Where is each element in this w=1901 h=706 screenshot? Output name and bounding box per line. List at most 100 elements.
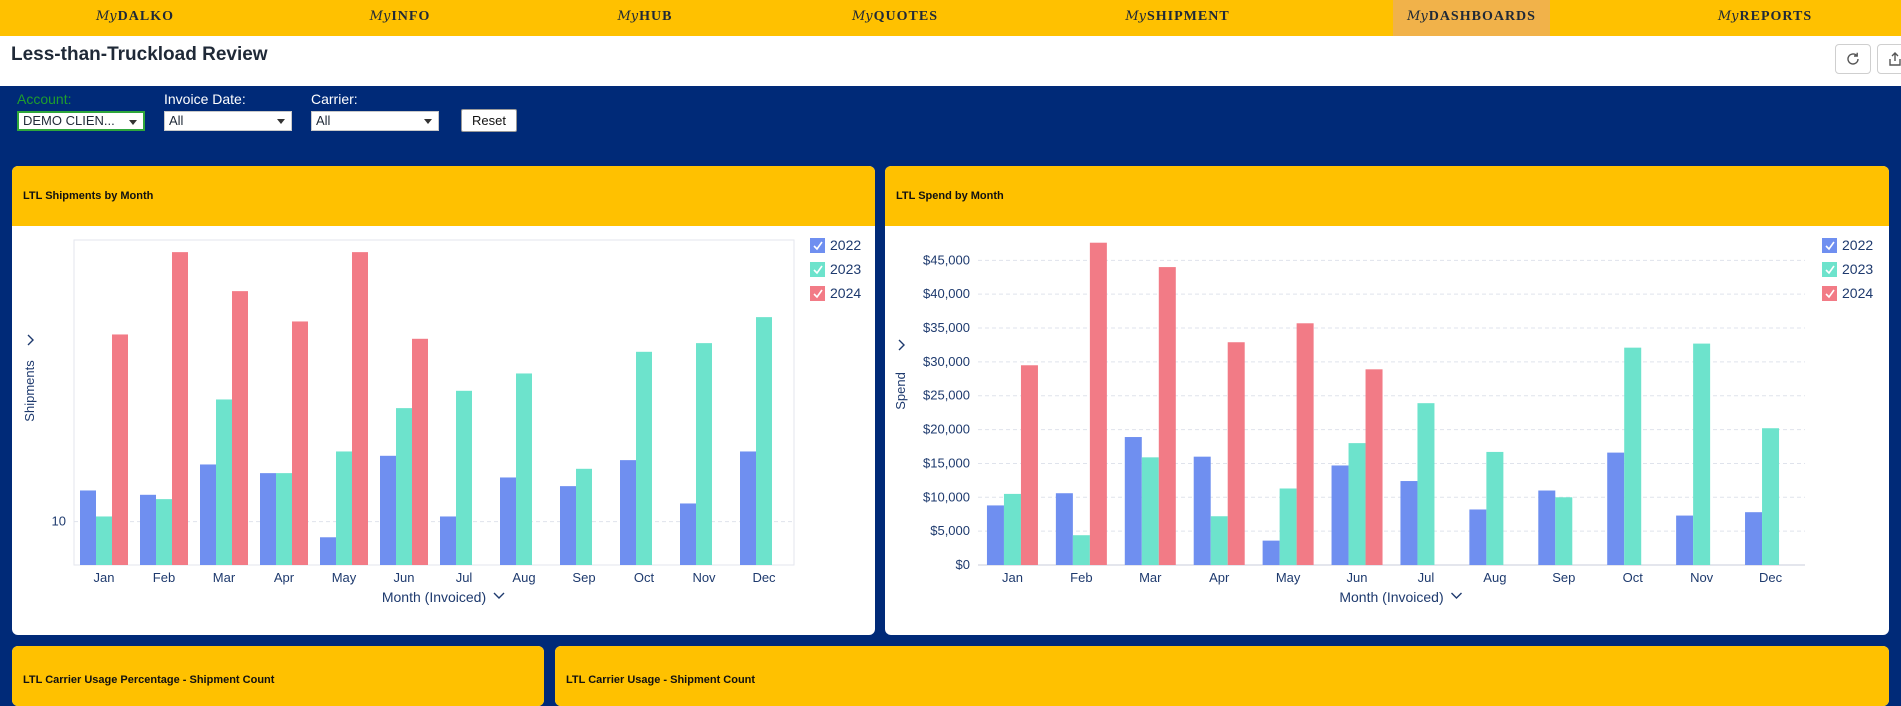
nav-item-reports[interactable]: MyREPORTS (1665, 0, 1865, 36)
bar-2023-jul[interactable] (456, 390, 472, 565)
page-header: Less-than-Truckload Review (0, 36, 1901, 86)
bar-2024-apr[interactable] (1227, 342, 1245, 565)
carrier-select[interactable]: All (311, 111, 439, 131)
x-tick-label: Apr (274, 570, 295, 585)
bar-2024-apr[interactable] (292, 321, 308, 565)
chevron-right-icon[interactable] (898, 339, 905, 351)
bar-2022-oct[interactable] (1607, 452, 1625, 565)
bar-2023-may[interactable] (336, 451, 352, 565)
legend-item-2022[interactable]: 2022 (1822, 237, 1873, 253)
bar-2022-aug[interactable] (1469, 509, 1487, 565)
account-select[interactable]: DEMO CLIEN... (17, 111, 145, 131)
legend-item-2024[interactable]: 2024 (1822, 285, 1873, 301)
legend-checkbox[interactable] (1822, 286, 1837, 301)
nav-item-hub[interactable]: MyHUB (560, 0, 730, 36)
invoice-date-select[interactable]: All (164, 111, 292, 131)
bar-2022-jul[interactable] (1400, 481, 1418, 565)
bar-2022-aug[interactable] (500, 477, 516, 565)
bar-2023-mar[interactable] (216, 399, 232, 565)
legend-checkbox[interactable] (810, 238, 825, 253)
bar-2023-mar[interactable] (1141, 457, 1159, 565)
x-tick-label: Feb (153, 570, 175, 585)
share-button[interactable] (1877, 44, 1901, 74)
bar-2022-jun[interactable] (1331, 465, 1349, 565)
reset-button[interactable]: Reset (461, 109, 517, 132)
bar-2022-mar[interactable] (200, 464, 216, 565)
nav-item-dashboards[interactable]: MyDASHBOARDS (1393, 0, 1550, 36)
legend-checkbox[interactable] (810, 286, 825, 301)
nav-item-label: REPORTS (1739, 9, 1813, 24)
bar-2022-mar[interactable] (1124, 437, 1142, 565)
bar-2023-feb[interactable] (156, 499, 172, 565)
bar-2023-nov[interactable] (1693, 343, 1711, 565)
bar-2024-mar[interactable] (1158, 267, 1176, 565)
bar-2023-oct[interactable] (636, 351, 652, 565)
legend-item-2023[interactable]: 2023 (810, 261, 861, 277)
bar-2022-may[interactable] (1262, 540, 1280, 565)
bar-2024-may[interactable] (352, 252, 368, 565)
shipments-panel: LTL Shipments by Month 10 Jan Feb Mar Apr May… (12, 166, 875, 635)
bar-2022-oct[interactable] (620, 460, 636, 565)
bar-2024-mar[interactable] (232, 291, 248, 565)
bar-2023-jul[interactable] (1417, 403, 1435, 565)
bar-2023-jun[interactable] (1348, 443, 1366, 565)
bar-2023-jun[interactable] (396, 408, 412, 565)
legend-item-2024[interactable]: 2024 (810, 285, 861, 301)
chevron-down-icon[interactable] (1451, 592, 1462, 599)
x-tick-label: Dec (752, 570, 776, 585)
bar-2022-may[interactable] (320, 537, 336, 565)
bar-2024-jan[interactable] (112, 334, 128, 565)
bar-2022-jul[interactable] (440, 516, 456, 565)
bar-2022-dec[interactable] (1745, 512, 1763, 565)
nav-item-dalko[interactable]: MyDALKO (50, 0, 220, 36)
nav-item-info[interactable]: MyINFO (290, 0, 510, 36)
bar-2022-jan[interactable] (80, 490, 96, 565)
bar-2023-oct[interactable] (1624, 347, 1642, 565)
legend-checkbox[interactable] (1822, 238, 1837, 253)
bar-2023-sep[interactable] (1555, 497, 1573, 565)
bar-2024-jun[interactable] (1365, 369, 1383, 565)
x-tick-label: Jun (394, 570, 415, 585)
bar-2023-jan[interactable] (96, 516, 112, 565)
legend-checkbox[interactable] (810, 262, 825, 277)
bar-2023-apr[interactable] (276, 473, 292, 565)
bar-2024-feb[interactable] (172, 252, 188, 565)
chevron-right-icon[interactable] (27, 334, 34, 346)
x-tick-label: Feb (1070, 570, 1092, 585)
chevron-down-icon[interactable] (493, 592, 505, 599)
bar-2022-feb[interactable] (140, 494, 156, 565)
bar-2024-may[interactable] (1296, 323, 1314, 565)
bar-2023-jan[interactable] (1003, 493, 1021, 565)
nav-item-shipment[interactable]: MySHIPMENT (1065, 0, 1290, 36)
bar-2024-jun[interactable] (412, 338, 428, 565)
legend-item-2022[interactable]: 2022 (810, 237, 861, 253)
bar-2023-feb[interactable] (1072, 535, 1090, 565)
bar-2023-dec[interactable] (1762, 428, 1780, 565)
bar-2022-sep[interactable] (1538, 490, 1556, 565)
bar-2024-feb[interactable] (1089, 242, 1107, 566)
bar-2022-nov[interactable] (680, 503, 696, 565)
bar-2023-apr[interactable] (1210, 516, 1228, 565)
bar-2022-dec[interactable] (740, 451, 756, 565)
legend-item-2023[interactable]: 2023 (1822, 261, 1873, 277)
check-icon (813, 241, 823, 251)
bar-2023-dec[interactable] (756, 317, 772, 565)
bar-2023-sep[interactable] (576, 468, 592, 565)
bar-2022-apr[interactable] (1193, 456, 1211, 565)
nav-item-quotes[interactable]: MyQUOTES (800, 0, 990, 36)
bar-2022-jan[interactable] (986, 505, 1004, 565)
bar-2023-aug[interactable] (516, 373, 532, 565)
top-nav-bar: MyDALKO MyINFO MyHUB MyQUOTES MySHIPMENT MyDA… (0, 0, 1901, 36)
refresh-button[interactable] (1835, 44, 1871, 74)
bar-2022-feb[interactable] (1055, 493, 1073, 565)
bar-2023-nov[interactable] (696, 343, 712, 565)
bar-2022-sep[interactable] (560, 486, 576, 565)
bar-2023-aug[interactable] (1486, 451, 1504, 565)
bar-2022-nov[interactable] (1676, 515, 1694, 565)
bar-2024-jan[interactable] (1020, 365, 1038, 565)
bar-2022-apr[interactable] (260, 473, 276, 565)
bar-2022-jun[interactable] (380, 455, 396, 565)
bar-2023-may[interactable] (1279, 488, 1297, 565)
legend-checkbox[interactable] (1822, 262, 1837, 277)
carrier-label: Carrier: (311, 91, 358, 107)
